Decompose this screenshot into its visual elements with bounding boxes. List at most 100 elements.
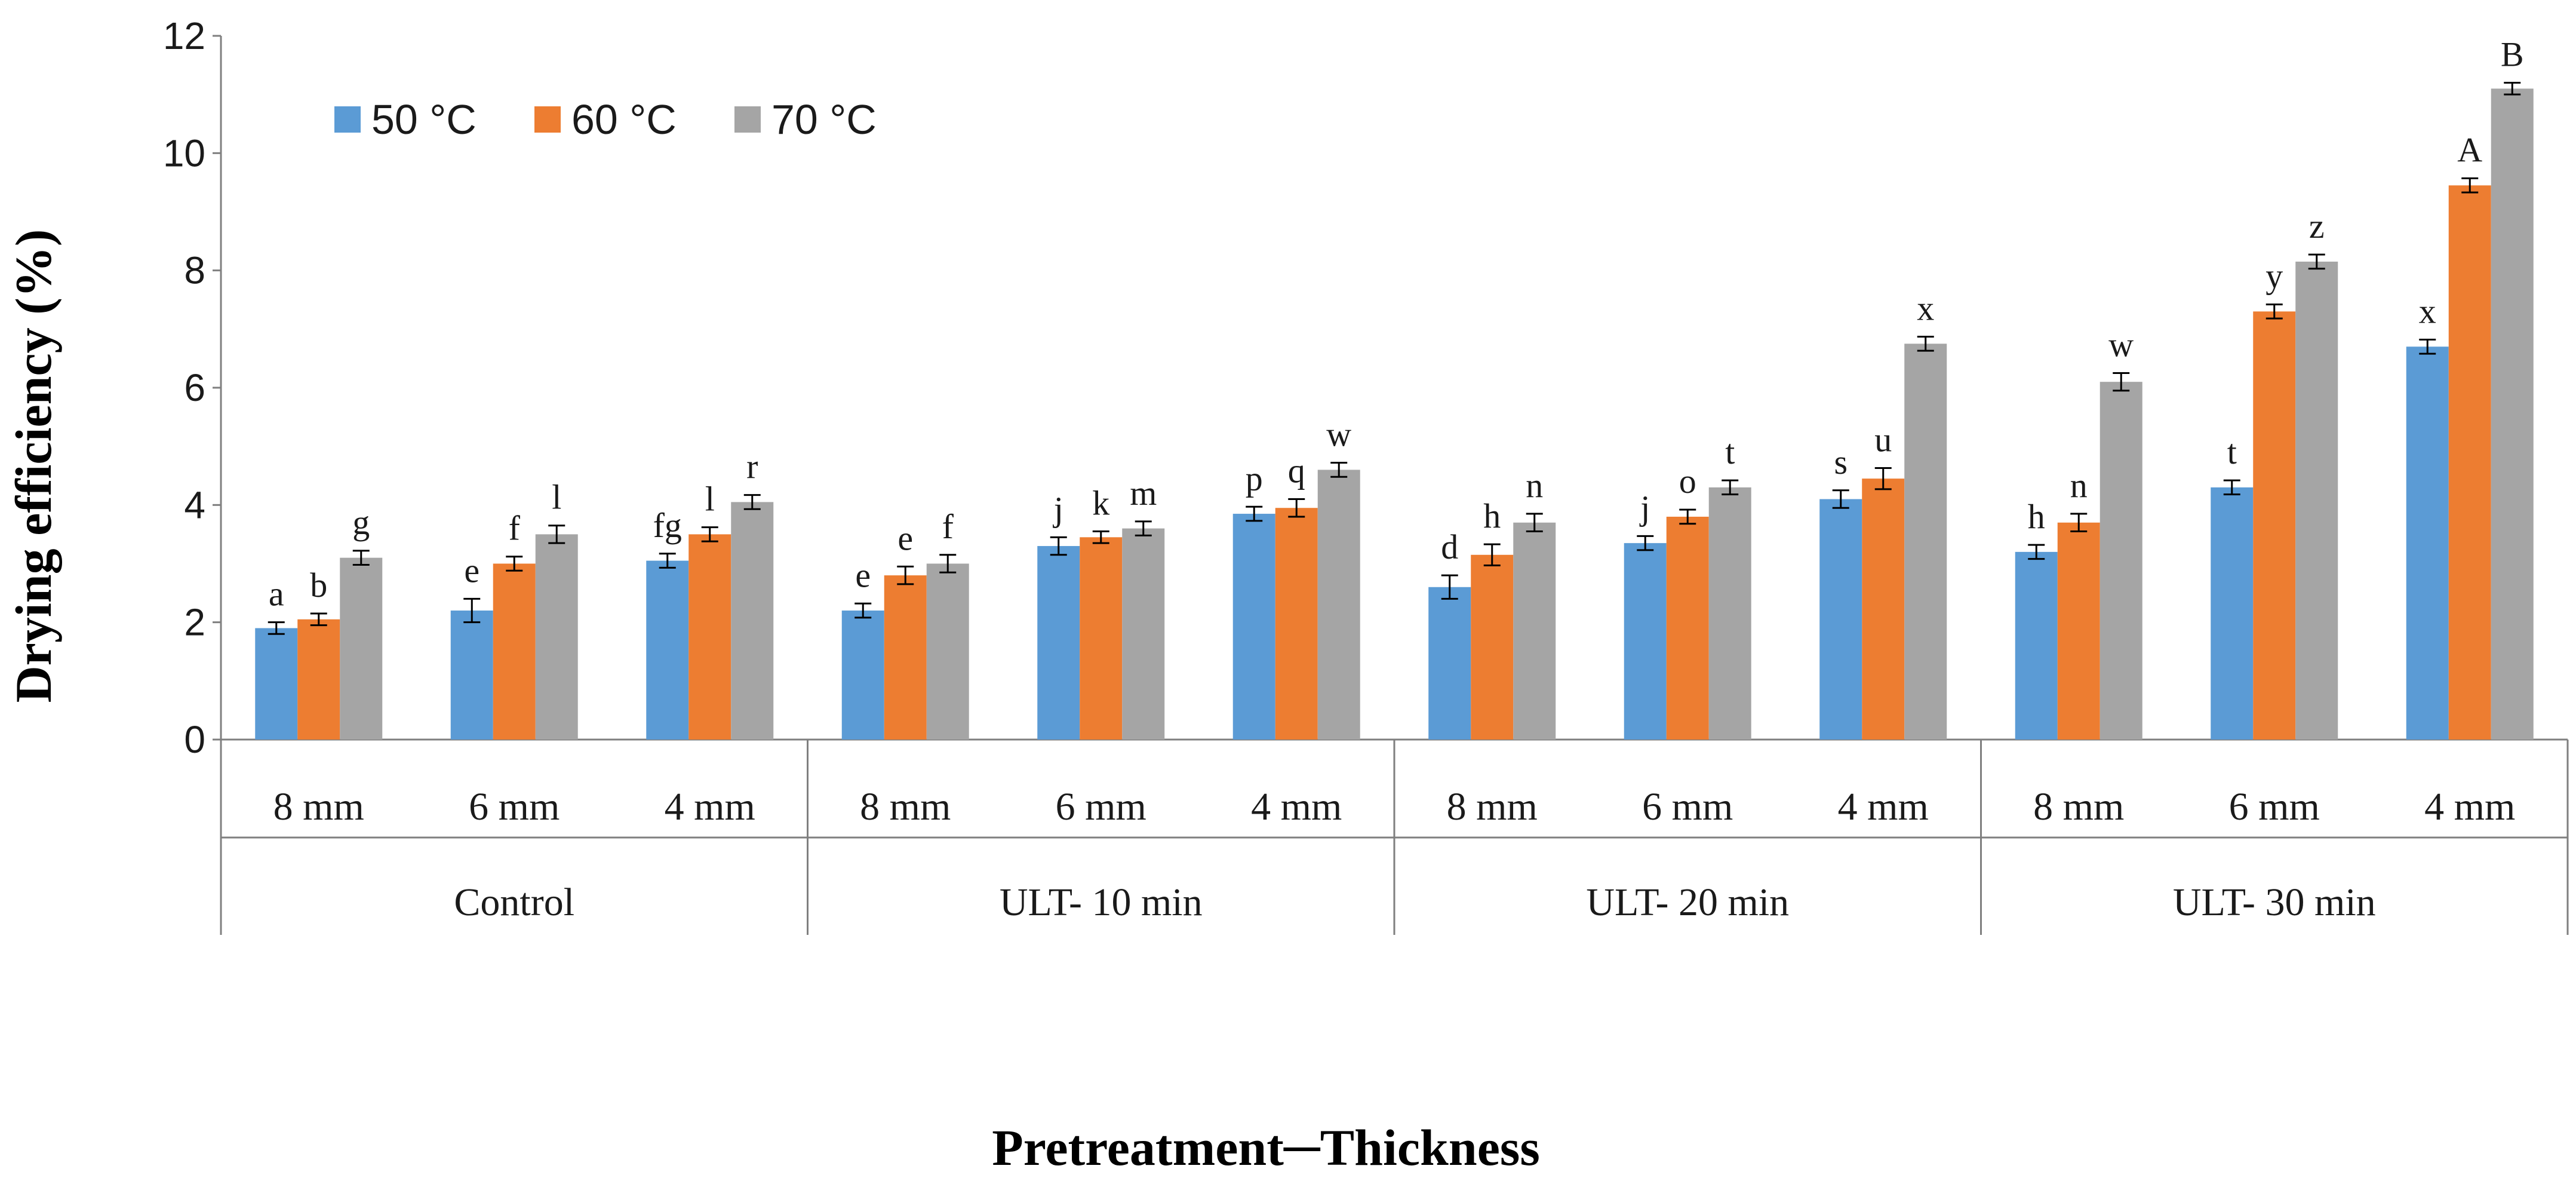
significance-label: m <box>1130 474 1157 513</box>
thickness-label: 6 mm <box>469 785 560 829</box>
legend-label: 60 °C <box>571 96 677 143</box>
thickness-label: 8 mm <box>2033 785 2124 829</box>
y-tick-label: 0 <box>184 718 205 761</box>
significance-label: a <box>269 575 284 614</box>
bar <box>493 563 536 740</box>
bar <box>1317 470 1360 740</box>
significance-label: n <box>2070 466 2088 505</box>
thickness-label: 6 mm <box>1056 785 1146 829</box>
group-label: ULT- 30 min <box>2173 881 2376 924</box>
significance-label: b <box>310 566 327 605</box>
significance-label: e <box>897 519 913 557</box>
y-tick-label: 2 <box>184 601 205 644</box>
bar <box>2491 88 2534 740</box>
bar <box>841 611 884 740</box>
significance-label: j <box>1053 489 1063 528</box>
bar <box>2406 346 2449 740</box>
bar <box>1624 543 1667 740</box>
significance-label: x <box>2419 292 2436 331</box>
bar <box>1275 508 1318 740</box>
y-tick-label: 10 <box>163 131 205 174</box>
group-label: ULT- 20 min <box>1586 881 1789 924</box>
significance-label: o <box>1679 462 1696 501</box>
legend-swatch <box>534 106 561 133</box>
bar <box>450 611 493 740</box>
thickness-label: 4 mm <box>1838 785 1929 829</box>
bar <box>2211 487 2254 740</box>
bar <box>1666 516 1709 740</box>
bar <box>2057 522 2100 740</box>
significance-label: A <box>2457 131 2482 170</box>
plot-area: 024681012aefgejpdjshtxbflekqhounyAglrfmw… <box>163 14 2569 935</box>
legend-swatch <box>734 106 761 133</box>
group-label: Control <box>454 881 574 924</box>
significance-label: y <box>2265 257 2283 296</box>
significance-label: k <box>1092 484 1109 523</box>
significance-label: f <box>942 507 954 546</box>
significance-label: x <box>1917 289 1934 328</box>
y-tick-label: 4 <box>184 483 205 526</box>
bar <box>1428 587 1471 740</box>
thickness-label: 4 mm <box>665 785 755 829</box>
bar <box>2295 261 2338 740</box>
thickness-label: 8 mm <box>860 785 951 829</box>
y-tick-label: 8 <box>184 249 205 292</box>
x-axis-title: Pretreatment─Thickness <box>992 1119 1540 1176</box>
significance-label: j <box>1639 488 1650 527</box>
significance-label: e <box>855 556 871 594</box>
significance-label: f <box>509 509 521 548</box>
significance-label: w <box>2108 325 2134 364</box>
thickness-label: 8 mm <box>273 785 364 829</box>
significance-label: u <box>1874 420 1892 459</box>
bar <box>1080 537 1123 740</box>
significance-label: z <box>2309 207 2325 246</box>
bar <box>1904 343 1947 740</box>
significance-label: s <box>1834 443 1848 481</box>
bar <box>884 575 927 740</box>
bar <box>731 502 774 740</box>
bar <box>1471 554 1514 740</box>
thickness-label: 4 mm <box>1251 785 1342 829</box>
significance-label: q <box>1288 452 1305 490</box>
legend-label: 70 °C <box>771 96 877 143</box>
bar <box>2015 551 2058 740</box>
y-axis-title: Drying efficiency (%) <box>5 229 62 703</box>
bar <box>340 557 383 740</box>
significance-label: r <box>746 447 758 486</box>
significance-label: n <box>1526 466 1543 505</box>
y-tick-label: 6 <box>184 366 205 409</box>
significance-label: p <box>1246 459 1263 498</box>
bar <box>535 534 578 740</box>
significance-label: l <box>552 478 561 517</box>
significance-label: h <box>1483 496 1501 535</box>
bar <box>1232 514 1275 740</box>
legend-swatch <box>334 106 361 133</box>
bar <box>1037 546 1080 740</box>
significance-label: e <box>464 551 479 590</box>
bar <box>926 563 969 740</box>
bar <box>646 560 689 740</box>
thickness-label: 4 mm <box>2424 785 2515 829</box>
significance-label: l <box>705 480 715 519</box>
bar <box>2253 311 2296 740</box>
y-tick-label: 12 <box>163 14 205 57</box>
significance-label: w <box>1326 415 1351 454</box>
bar <box>2448 185 2491 740</box>
bar <box>1708 487 1751 740</box>
thickness-label: 6 mm <box>1642 785 1733 829</box>
bar <box>688 534 731 740</box>
significance-label: t <box>1725 433 1735 471</box>
significance-label: h <box>2028 497 2045 536</box>
significance-label: d <box>1441 527 1458 566</box>
bar <box>297 619 340 740</box>
bar <box>1122 528 1165 740</box>
bar <box>2099 382 2142 740</box>
bar <box>255 628 298 740</box>
group-label: ULT- 10 min <box>1000 881 1203 924</box>
thickness-label: 6 mm <box>2229 785 2320 829</box>
thickness-label: 8 mm <box>1447 785 1538 829</box>
significance-label: g <box>352 503 370 542</box>
significance-label: fg <box>653 506 682 545</box>
legend-label: 50 °C <box>371 96 477 143</box>
